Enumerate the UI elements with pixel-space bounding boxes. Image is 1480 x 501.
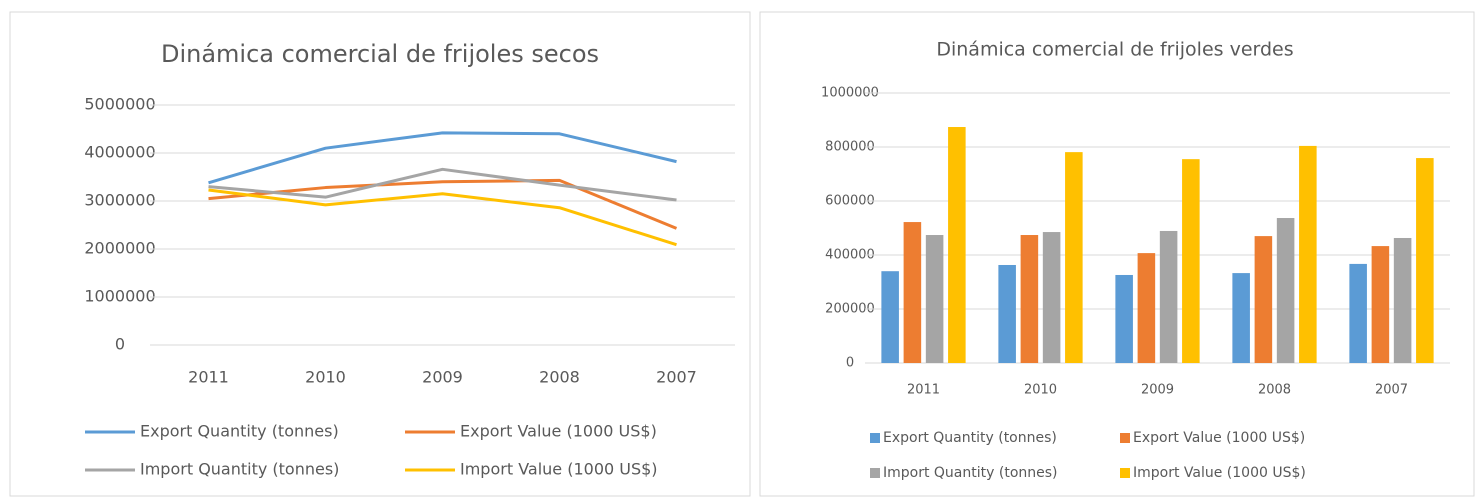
x-tick-label: 2009 bbox=[1141, 383, 1174, 398]
y-tick-label: 400000 bbox=[825, 248, 875, 263]
bar bbox=[1371, 246, 1390, 363]
legend-swatch bbox=[870, 468, 880, 478]
x-tick-label: 2011 bbox=[188, 368, 229, 387]
bar bbox=[1254, 236, 1273, 363]
y-tick-label: 2000000 bbox=[84, 239, 155, 258]
bar bbox=[1020, 235, 1039, 363]
legend-swatch bbox=[870, 433, 880, 443]
y-tick-label: 4000000 bbox=[84, 143, 155, 162]
y-tick-label: 3000000 bbox=[84, 191, 155, 210]
legend-label: Export Value (1000 US$) bbox=[460, 422, 657, 441]
chart-title: Dinámica comercial de frijoles verdes bbox=[936, 39, 1293, 61]
bar bbox=[998, 264, 1016, 363]
bar bbox=[1393, 237, 1412, 363]
x-tick-label: 2010 bbox=[305, 368, 346, 387]
bar bbox=[881, 271, 899, 363]
bar bbox=[948, 127, 966, 364]
x-tick-label: 2007 bbox=[656, 368, 697, 387]
line bbox=[208, 131, 677, 185]
legend-label: Export Value (1000 US$) bbox=[1133, 430, 1305, 446]
line bbox=[208, 178, 678, 230]
line bbox=[208, 188, 677, 247]
bar bbox=[1115, 274, 1133, 363]
bar bbox=[925, 235, 944, 363]
panel bbox=[9, 11, 751, 497]
bar bbox=[1159, 230, 1178, 363]
x-tick-label: 2007 bbox=[1375, 383, 1408, 398]
legend-label: Export Quantity (tonnes) bbox=[140, 422, 339, 441]
bar bbox=[1349, 263, 1367, 363]
y-tick-label: 800000 bbox=[825, 140, 875, 155]
line bbox=[208, 167, 677, 202]
y-tick-label: 200000 bbox=[825, 302, 875, 317]
y-tick-label: 600000 bbox=[825, 194, 875, 209]
legend-label: Export Quantity (tonnes) bbox=[883, 430, 1057, 446]
y-tick-label: 5000000 bbox=[84, 95, 155, 114]
y-tick-label: 0 bbox=[846, 356, 854, 371]
y-tick-label: 1000000 bbox=[84, 287, 155, 306]
bar bbox=[1182, 159, 1200, 363]
bar bbox=[1416, 158, 1434, 363]
legend-label: Import Value (1000 US$) bbox=[1133, 465, 1306, 481]
bar bbox=[1065, 152, 1083, 363]
bar bbox=[1299, 145, 1317, 363]
legend-label: Import Value (1000 US$) bbox=[460, 460, 658, 479]
y-tick-label: 0 bbox=[115, 335, 125, 354]
y-tick-label: 1000000 bbox=[821, 86, 879, 101]
legend-swatch bbox=[1120, 468, 1130, 478]
bar bbox=[1042, 232, 1061, 363]
legend-label: Import Quantity (tonnes) bbox=[883, 465, 1058, 481]
bar bbox=[1137, 253, 1156, 363]
bar bbox=[1276, 218, 1295, 363]
chart-title: Dinámica comercial de frijoles secos bbox=[161, 40, 599, 68]
x-tick-label: 2011 bbox=[907, 383, 940, 398]
bar bbox=[1232, 273, 1250, 363]
legend-label: Import Quantity (tonnes) bbox=[140, 460, 339, 479]
x-tick-label: 2010 bbox=[1024, 383, 1057, 398]
x-tick-label: 2008 bbox=[1258, 383, 1291, 398]
legend-swatch bbox=[1120, 433, 1130, 443]
bar bbox=[903, 222, 922, 363]
x-tick-label: 2008 bbox=[539, 368, 580, 387]
x-tick-label: 2009 bbox=[422, 368, 463, 387]
